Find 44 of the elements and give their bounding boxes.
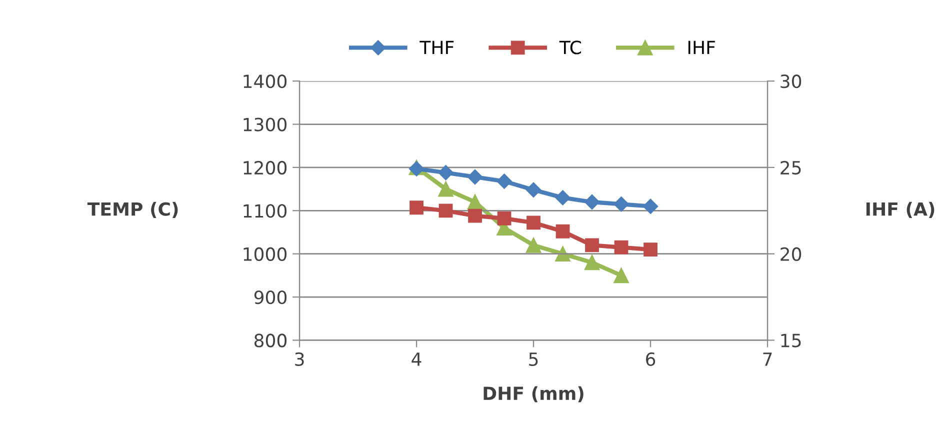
y-tick-label: 900 (254, 290, 287, 304)
point (496, 174, 512, 189)
x-tick-label: 4 (412, 352, 422, 366)
x-tick-label: 6 (646, 352, 656, 366)
y-tick-label: 1100 (244, 204, 287, 218)
point (555, 246, 570, 262)
y2-tick-label: 20 (780, 247, 802, 261)
point (584, 194, 600, 210)
point (614, 268, 629, 284)
y-tick-label: 1000 (244, 247, 287, 261)
legend-label: TC (559, 40, 581, 54)
point (438, 204, 453, 218)
point (467, 169, 483, 185)
y-tick-label: 1400 (244, 74, 287, 88)
point (526, 182, 542, 198)
point (556, 224, 570, 238)
point (438, 181, 454, 197)
y-tick-label: 1300 (244, 118, 287, 132)
y-tick-label: 800 (254, 334, 287, 348)
point (644, 242, 658, 256)
y-axis-title: TEMP (C) (87, 202, 178, 218)
point (526, 238, 542, 253)
y-tick-label: 1200 (244, 160, 287, 175)
legend-label: THF (420, 40, 454, 54)
point (584, 254, 600, 270)
point (614, 240, 628, 254)
x-tick-label: 3 (295, 352, 304, 366)
x-tick-label: 7 (763, 352, 772, 366)
point (410, 200, 424, 215)
legend-label: IHF (688, 40, 715, 54)
point (614, 196, 629, 212)
point (585, 238, 599, 252)
point (438, 165, 454, 180)
y2-tick-label: 15 (781, 334, 801, 348)
y2-tick-label: 30 (780, 74, 802, 88)
point (555, 190, 570, 206)
x-tick-label: 5 (529, 352, 538, 366)
y2-tick-label: 25 (780, 160, 801, 175)
x-axis-title: DHF (mm) (484, 386, 584, 402)
point (642, 198, 658, 214)
point (468, 208, 482, 223)
point (526, 216, 540, 230)
point (497, 211, 512, 226)
y2-axis-title: IHF (A) (866, 202, 934, 218)
